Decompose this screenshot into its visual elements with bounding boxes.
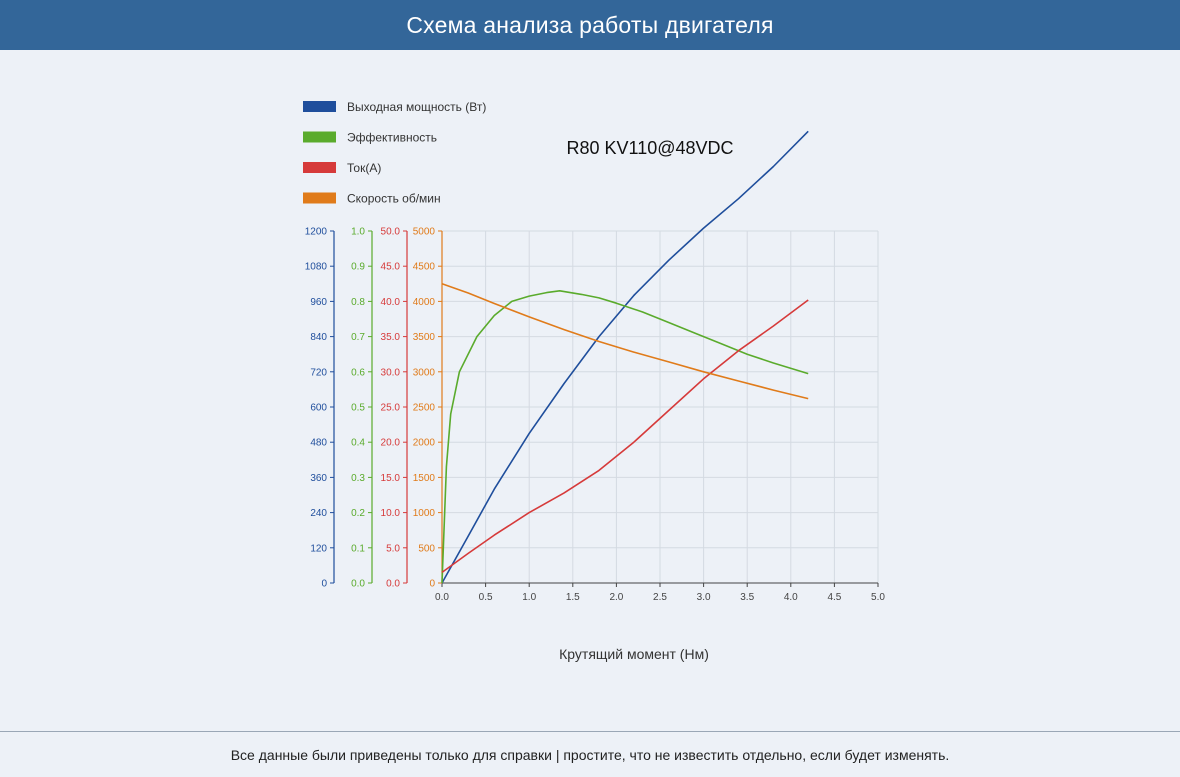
power-y-tick-label: 480 [310, 438, 327, 449]
speed-y-tick-label: 3000 [413, 367, 436, 378]
efficiency-y-tick-label: 0.0 [351, 579, 365, 590]
current-series-line [441, 299, 809, 574]
current-y-tick-label: 20.0 [381, 438, 401, 449]
efficiency-y-tick-label: 0.5 [351, 403, 365, 414]
current-y-tick-label: 40.0 [381, 297, 401, 308]
power-legend-swatch [303, 101, 336, 112]
x-tick-label: 3.5 [740, 592, 754, 603]
x-tick-label: 0.5 [479, 592, 493, 603]
chart-title: R80 KV110@48VDC [566, 138, 733, 158]
efficiency-y-tick-label: 0.6 [351, 367, 365, 378]
speed-y-tick-label: 1000 [413, 508, 436, 519]
power-y-tick-label: 960 [310, 297, 327, 308]
power-y-tick-label: 720 [310, 367, 327, 378]
current-y-tick-label: 10.0 [381, 508, 401, 519]
efficiency-series-line [441, 290, 809, 584]
efficiency-legend-label: Эффективность [347, 131, 437, 145]
power-y-tick-label: 0 [321, 579, 327, 590]
current-y-tick-label: 5.0 [386, 543, 400, 554]
page-title: Схема анализа работы двигателя [406, 11, 774, 38]
x-tick-label: 1.5 [566, 592, 580, 603]
footer-note: Все данные были приведены только для спр… [230, 746, 950, 763]
power-y-tick-label: 1200 [305, 227, 328, 238]
power-y-tick-label: 1080 [305, 262, 328, 273]
efficiency-y-tick-label: 0.3 [351, 473, 365, 484]
power-y-tick-label: 240 [310, 508, 327, 519]
speed-y-tick-label: 4500 [413, 262, 436, 273]
speed-legend-label: Скорость об/мин [347, 192, 441, 206]
x-tick-label: 4.5 [827, 592, 841, 603]
efficiency-y-tick-label: 0.1 [351, 543, 365, 554]
power-y-tick-label: 360 [310, 473, 327, 484]
efficiency-y-tick-label: 0.8 [351, 297, 365, 308]
efficiency-y-tick-label: 1.0 [351, 227, 365, 238]
speed-y-tick-label: 500 [418, 543, 435, 554]
speed-y-tick-label: 2500 [413, 403, 436, 414]
speed-y-tick-label: 4000 [413, 297, 436, 308]
power-legend-label: Выходная мощность (Вт) [347, 100, 486, 114]
footer: Все данные были приведены только для спр… [0, 731, 1180, 777]
speed-y-tick-label: 3500 [413, 332, 436, 343]
efficiency-y-tick-label: 0.7 [351, 332, 365, 343]
page-header: Схема анализа работы двигателя [0, 0, 1180, 50]
efficiency-legend-swatch [303, 131, 336, 143]
current-y-tick-label: 25.0 [381, 403, 401, 414]
x-tick-label: 5.0 [871, 592, 885, 603]
current-y-tick-label: 30.0 [381, 367, 401, 378]
power-y-tick-label: 120 [310, 543, 327, 554]
current-y-tick-label: 35.0 [381, 332, 401, 343]
x-tick-label: 0.0 [435, 592, 449, 603]
motor-performance-chart: 0.0 0.5 1.0 1.5 2.0 2.5 3.0 3.5 4.0 4.5 5.0 Крутящи… [303, 100, 885, 662]
efficiency-y-tick-label: 0.4 [351, 438, 365, 449]
current-legend-swatch [303, 162, 336, 173]
chart-area: 0.0 0.5 1.0 1.5 2.0 2.5 3.0 3.5 4.0 4.5 5.0 Крутящи… [0, 50, 1180, 730]
x-tick-label: 2.5 [653, 592, 667, 603]
speed-legend-swatch [303, 192, 336, 204]
power-y-tick-label: 600 [310, 403, 327, 414]
x-tick-label: 4.0 [784, 592, 798, 603]
efficiency-y-tick-label: 0.2 [351, 508, 365, 519]
x-tick-label: 2.0 [609, 592, 623, 603]
current-y-tick-label: 0.0 [386, 579, 400, 590]
current-y-tick-label: 15.0 [381, 473, 401, 484]
speed-y-tick-label: 0 [429, 579, 435, 590]
power-series-line [441, 130, 809, 584]
speed-y-tick-label: 5000 [413, 227, 436, 238]
efficiency-y-tick-label: 0.9 [351, 262, 365, 273]
x-axis-title: Крутящий момент (Нм) [559, 646, 709, 662]
speed-y-tick-label: 2000 [413, 438, 436, 449]
power-y-tick-label: 840 [310, 332, 327, 343]
speed-y-tick-label: 1500 [413, 473, 436, 484]
speed-series-line [441, 283, 809, 400]
x-tick-label: 3.0 [697, 592, 711, 603]
x-tick-label: 1.0 [522, 592, 536, 603]
current-y-tick-label: 50.0 [381, 227, 401, 238]
current-legend-label: Ток(А) [347, 161, 381, 175]
current-y-tick-label: 45.0 [381, 262, 401, 273]
